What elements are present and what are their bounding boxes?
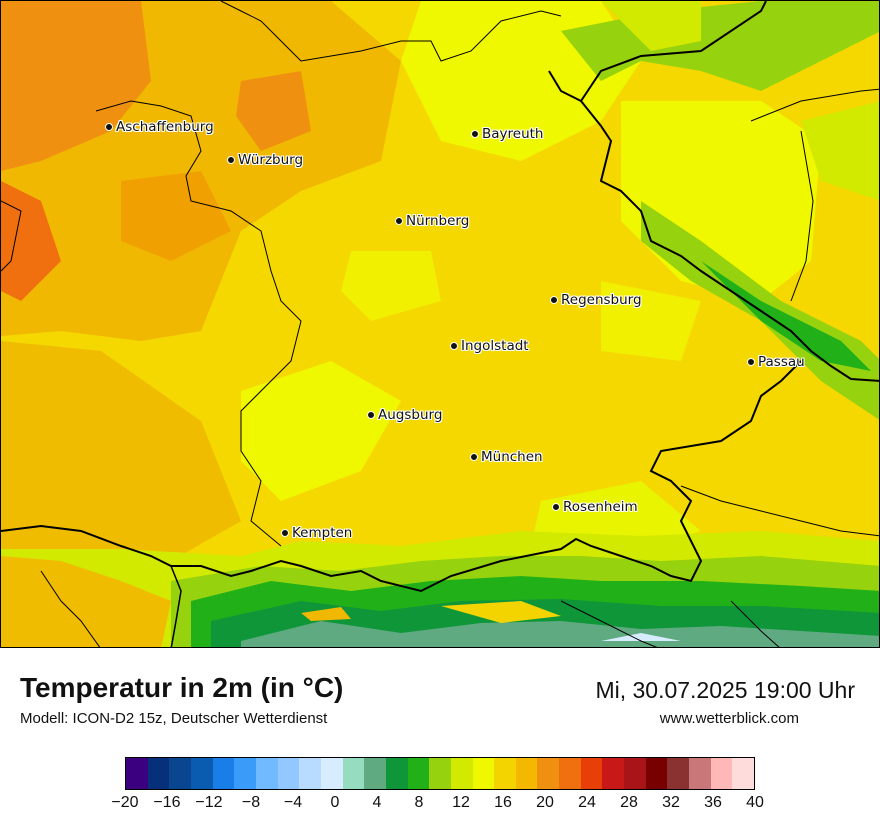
legend-tick-label: 20 (536, 794, 554, 811)
city-dot-icon (281, 529, 289, 537)
city-label: Bayreuth (482, 126, 544, 142)
city-marker[interactable]: Regensburg (550, 292, 642, 308)
legend-swatch (494, 758, 516, 789)
legend-swatch (234, 758, 256, 789)
city-dot-icon (227, 156, 235, 164)
legend-swatch (277, 758, 300, 789)
city-marker[interactable]: Kempten (281, 525, 352, 541)
legend-swatch (732, 758, 755, 789)
legend-swatch (602, 758, 625, 789)
color-legend (125, 757, 755, 790)
model-info: Modell: ICON-D2 15z, Deutscher Wetterdie… (20, 710, 328, 727)
city-label: Würzburg (238, 152, 304, 168)
city-marker[interactable]: Rosenheim (552, 499, 638, 515)
city-marker[interactable]: Ingolstadt (450, 338, 529, 354)
legend-tick-label: 36 (704, 794, 722, 811)
city-label: Nürnberg (406, 213, 470, 229)
city-marker[interactable]: Nürnberg (395, 213, 469, 229)
legend-tick-label: −12 (195, 794, 223, 811)
legend-swatch (667, 758, 690, 789)
map-title: Temperatur in 2m (in °C) (20, 672, 344, 703)
city-label: Kempten (292, 525, 353, 541)
legend-swatch (689, 758, 711, 789)
legend-swatch (255, 758, 278, 789)
city-dot-icon (550, 296, 558, 304)
city-label: Augsburg (378, 407, 443, 423)
legend-tick-label: −16 (153, 794, 181, 811)
city-marker[interactable]: Aschaffenburg (105, 119, 214, 135)
legend-swatch (147, 758, 170, 789)
legend-swatch (126, 758, 148, 789)
legend-tick-label: 24 (578, 794, 596, 811)
city-marker[interactable]: Passau (747, 354, 805, 370)
legend-tick-label: 12 (452, 794, 470, 811)
legend-tick-label: −20 (111, 794, 139, 811)
legend-tick-label: 16 (494, 794, 512, 811)
city-dot-icon (367, 411, 375, 419)
temperature-field (1, 1, 879, 647)
city-dot-icon (395, 217, 403, 225)
legend-swatch (169, 758, 191, 789)
legend-swatch (580, 758, 603, 789)
legend-tick-label: 0 (330, 794, 340, 811)
legend-tick-label: 32 (662, 794, 680, 811)
city-marker[interactable]: Augsburg (367, 407, 442, 423)
city-marker[interactable]: Bayreuth (471, 126, 544, 142)
legend-swatch (212, 758, 235, 789)
city-dot-icon (552, 503, 560, 511)
legend-tick-label: 40 (746, 794, 764, 811)
legend-tick-label: 28 (620, 794, 638, 811)
legend-swatch (450, 758, 473, 789)
legend-swatch (559, 758, 581, 789)
temperature-map[interactable]: Aschaffenburg Würzburg Bayreuth Nürnberg… (0, 0, 880, 648)
legend-swatch (385, 758, 408, 789)
city-label: Passau (758, 354, 805, 370)
legend-swatch (537, 758, 560, 789)
city-dot-icon (747, 358, 755, 366)
legend-ticks: −20 −16 −12 −8 −4 0 4 8 12 16 20 24 28 32 36 40 (111, 794, 763, 818)
legend-tick-label: −8 (241, 794, 261, 811)
city-label: Rosenheim (563, 499, 638, 515)
legend-swatch (299, 758, 321, 789)
legend-swatch (364, 758, 386, 789)
website-link[interactable]: www.wetterblick.com (659, 710, 799, 727)
legend-swatch (342, 758, 365, 789)
legend-swatch (645, 758, 668, 789)
forecast-datetime: Mi, 30.07.2025 19:00 Uhr (595, 677, 855, 703)
legend-swatch (320, 758, 343, 789)
legend-swatch (472, 758, 495, 789)
city-dot-icon (105, 123, 113, 131)
legend-tick-label: 8 (414, 794, 424, 811)
city-dot-icon (450, 342, 458, 350)
legend-swatch (407, 758, 430, 789)
city-label: München (481, 449, 543, 465)
legend-swatch (710, 758, 733, 789)
city-dot-icon (470, 453, 478, 461)
legend-swatch (429, 758, 451, 789)
city-label: Regensburg (561, 292, 642, 308)
legend-tick-label: 4 (372, 794, 382, 811)
legend-swatch (515, 758, 538, 789)
legend-tick-label: −4 (283, 794, 303, 811)
legend-swatch (624, 758, 646, 789)
city-dot-icon (471, 130, 479, 138)
city-marker[interactable]: München (470, 449, 543, 465)
city-label: Ingolstadt (461, 338, 529, 354)
legend-swatch (190, 758, 213, 789)
city-marker[interactable]: Würzburg (227, 152, 303, 168)
city-label: Aschaffenburg (116, 119, 214, 135)
